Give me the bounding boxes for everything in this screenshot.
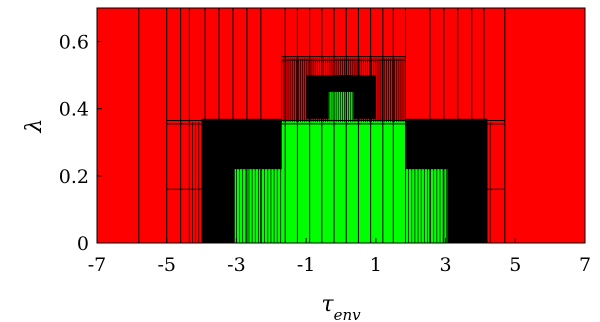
x-tick-label: -7 <box>88 254 107 276</box>
y-axis-ticks: 0 0.2 0.4 0.6 <box>59 32 102 255</box>
y-tick-label: 0 <box>77 233 89 255</box>
plot-content <box>138 8 506 243</box>
y-tick-label: 0.2 <box>59 166 89 188</box>
region-green-6 <box>328 91 354 121</box>
y-tick-label: 0.6 <box>59 32 89 54</box>
x-tick-label: -3 <box>227 254 246 276</box>
x-axis-label: τenv <box>321 292 361 322</box>
region-green-5 <box>281 120 406 243</box>
x-tick-label: 3 <box>440 254 452 276</box>
x-tick-label: -5 <box>157 254 176 276</box>
x-tick-label: 5 <box>509 254 521 276</box>
x-tick-label: -1 <box>297 254 316 276</box>
grid-lines-layer <box>138 8 506 243</box>
x-tick-label: 1 <box>370 254 382 276</box>
x-tick-label: 7 <box>579 254 591 276</box>
x-axis-ticks: -7 -5 -3 -1 1 3 5 7 <box>88 238 591 276</box>
x-axis-label-subscript: env <box>334 306 362 322</box>
plot-frame <box>96 7 586 244</box>
y-axis-label: λ <box>22 119 47 134</box>
y-tick-label: 0.4 <box>59 99 89 121</box>
x-axis-label-main: τ <box>321 292 334 317</box>
